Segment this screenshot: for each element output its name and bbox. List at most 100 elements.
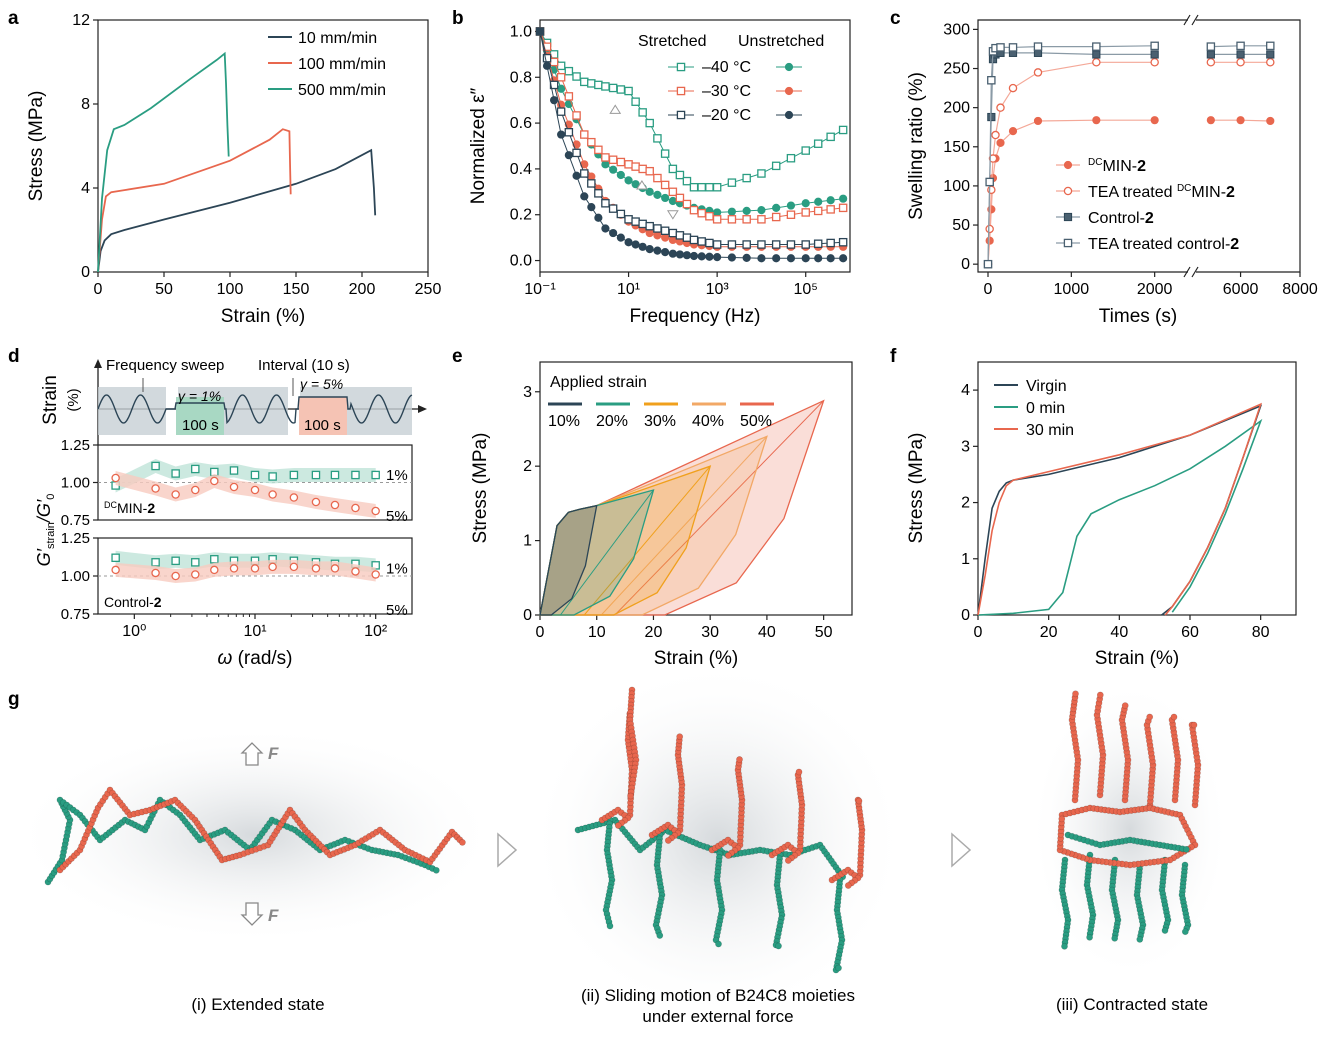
chart-b-legend-marker (784, 62, 794, 72)
chart-d-point (268, 490, 277, 499)
chart-b-point (814, 254, 823, 263)
chart-f-ytick-label: 1 (961, 551, 970, 568)
chart-b-point (826, 238, 835, 248)
panel-letter-g: g (8, 689, 20, 710)
schematic-chain-teal (1182, 846, 1190, 853)
chart-d-point (210, 476, 219, 486)
chart-d-point (111, 565, 120, 575)
chart-b-point (801, 208, 810, 217)
chart-b-point (675, 231, 685, 240)
chart-d-protocol-hold-box-5 (299, 397, 347, 435)
schematic-chain-orange (1146, 713, 1154, 721)
chart-d-protocol-sweep-label: Frequency sweep (106, 357, 224, 374)
chart-c-point (1092, 58, 1101, 67)
schematic-chain-teal (1181, 928, 1189, 936)
chart-e-ylabel: Stress (MPa) (470, 433, 491, 544)
chart-c-point (1206, 42, 1216, 51)
chart-d-point (289, 562, 299, 572)
chart-d-protocol-gamma2: γ = 5% (300, 376, 343, 392)
chart-b-ytick-label: 0.0 (510, 253, 532, 270)
chart-d-protocol-gamma1: γ = 1% (178, 388, 221, 404)
schematic-ring-orange (614, 822, 622, 829)
chart-b-point (557, 130, 566, 139)
chart-e-xtick-label: 50 (815, 624, 833, 641)
chart-d-modulus-ratio: Frequency sweep Interval (10 s) γ = 1% γ = … (34, 357, 427, 669)
chart-e-xtick-label: 40 (758, 624, 776, 641)
schematic-ring-orange (724, 852, 732, 859)
chart-f-recovery: 0 20 40 60 80 0 1 2 3 4 Strain (%) Stress (MPa) Virg… (906, 361, 1297, 669)
chart-c-point (991, 130, 1000, 140)
chart-b-point (631, 97, 640, 106)
schematic-force-label: F (268, 744, 279, 763)
chart-b-point (624, 86, 633, 96)
chart-b-point (557, 84, 566, 93)
chart-d-point (268, 472, 277, 481)
chart-b-point (660, 226, 670, 236)
chart-a-xtick-label: 0 (94, 281, 103, 298)
chart-d-point (311, 497, 321, 507)
chart-b-point (813, 139, 823, 148)
chart-b-point (697, 182, 706, 192)
chart-d-point (191, 464, 200, 474)
chart-b-point (668, 249, 677, 258)
chart-b-point (697, 237, 706, 246)
chart-b-point (813, 206, 823, 216)
chart-d-point (151, 568, 160, 578)
chart-b-point (742, 253, 751, 262)
chart-b-point (813, 239, 823, 248)
chart-f-xlabel: Strain (%) (1095, 648, 1179, 669)
chart-b-point (587, 179, 596, 188)
schematic-ring-orange (784, 857, 792, 864)
chart-c-point (1236, 50, 1245, 59)
chart-b-point (786, 210, 796, 219)
schematic-chain-orange (855, 797, 863, 805)
chart-b-xtick-label: 10³ (706, 281, 730, 298)
schematic-chain-orange (1170, 713, 1178, 721)
chart-b-point (572, 171, 581, 180)
chart-b-point (631, 162, 640, 171)
chart-a-ylabel: Stress (MPa) (26, 91, 47, 202)
schematic-chain-teal (1111, 934, 1119, 942)
chart-b-point (705, 252, 714, 261)
chart-b-point (645, 244, 654, 254)
chart-c-point (1266, 50, 1275, 59)
chart-b-point (594, 145, 603, 155)
chart-a-legend-label: 500 mm/min (298, 82, 386, 99)
chart-f-ytick-label: 2 (961, 495, 970, 512)
schematic-chain-orange (458, 839, 466, 846)
chart-b-point (705, 212, 714, 221)
chart-d-ytick-label: 1.25 (61, 530, 90, 547)
chart-b-point (645, 166, 654, 176)
chart-a-legend-label: 10 mm/min (298, 30, 377, 47)
chart-b-point (653, 173, 662, 183)
chart-b-point (638, 242, 647, 251)
chart-b-point (786, 153, 796, 163)
chart-b-dielectric-loss: 10⁻¹ 10¹ 10³ 10⁵ 0.0 0.2 0.4 0.6 0.8 1.0 Frequency… (468, 19, 851, 327)
schematic-chain-orange (627, 792, 634, 800)
chart-e-xtick-label: 10 (588, 624, 606, 641)
chart-c-ytick-label: 200 (943, 100, 970, 117)
chart-b-point (661, 248, 670, 257)
chart-d-point (250, 564, 260, 573)
chart-d-point (289, 470, 299, 480)
schematic-chain-orange (1121, 702, 1129, 709)
chart-b-point (549, 57, 559, 67)
chart-a-frame (97, 19, 429, 273)
chart-b-point (712, 240, 722, 249)
chart-b-series-line (539, 31, 844, 248)
chart-b-point (608, 204, 618, 213)
chart-b-point (660, 180, 670, 190)
chart-b-point (556, 61, 566, 71)
chart-d-protocol-ylabel: Strain (40, 375, 61, 425)
chart-f-xtick-label: 80 (1252, 624, 1270, 641)
chart-b-point (653, 224, 662, 233)
chart-c-point (1236, 58, 1245, 67)
chart-b-point (826, 254, 835, 263)
chart-b-point (587, 79, 596, 88)
chart-b-legend-marker (676, 110, 686, 120)
chart-b-point (580, 130, 589, 139)
chart-b-point (786, 254, 796, 263)
chart-d-xtick-label: 10¹ (243, 623, 266, 640)
chart-b-point (556, 107, 566, 116)
